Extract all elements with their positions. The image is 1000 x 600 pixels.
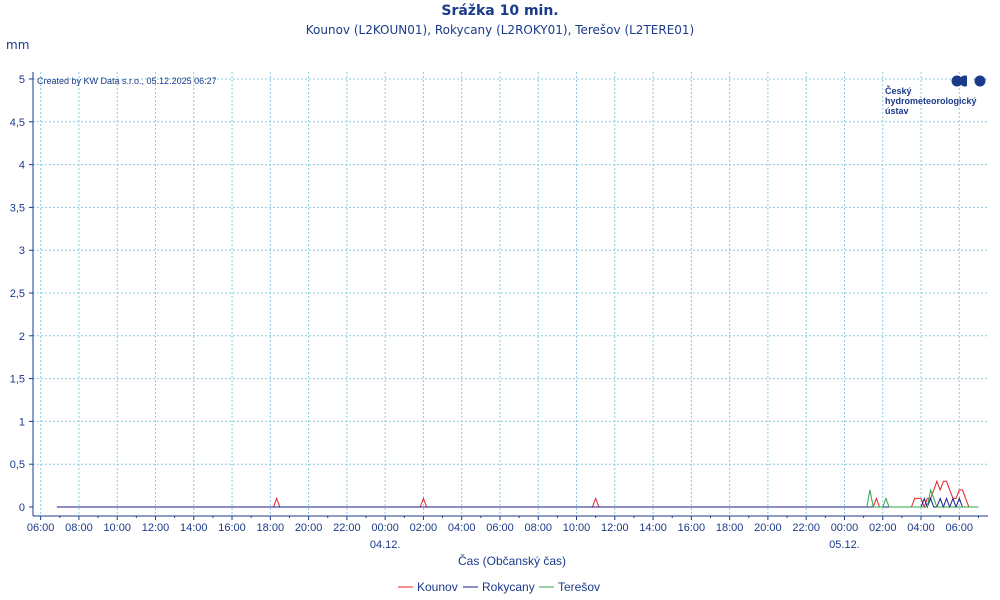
logo-gap [967,74,971,88]
grid-lines [33,72,988,516]
x-axis-title: Čas (Občanský čas) [458,553,566,568]
chmi-logo: Český hydrometeorologický ústav [885,74,986,116]
x-tick-label: 02:00 [869,522,897,534]
date-labels: 04.12. 05.12. [370,539,860,551]
x-tick-label: 22:00 [792,522,820,534]
series-line-terešov [866,488,979,508]
y-tick-label: 1 [19,416,25,428]
x-tick-label: 06:00 [27,522,55,534]
y-axis-ticks: 0 0,5 1 1,5 2 2,5 3 3,5 4 4,5 5 [10,74,33,514]
chart-title: Srážka 10 min. [441,3,559,19]
x-tick-label: 20:00 [754,522,782,534]
legend-label: Terešov [558,580,600,594]
axes [32,72,988,517]
date-label: 04.12. [370,539,401,551]
x-tick-label: 00:00 [831,522,859,534]
series-line-kounov [56,479,979,509]
x-tick-label: 18:00 [257,522,285,534]
x-tick-label: 08:00 [524,522,552,534]
x-tick-label: 00:00 [371,522,399,534]
legend-label: Rokycany [482,580,535,594]
data-series [56,479,979,509]
credit-text: Created by KW Data s.r.o., 05.12.2025 06… [37,76,217,86]
series-line-rokycany [56,496,979,509]
x-tick-label: 14:00 [180,522,208,534]
logo-circle-right [974,75,986,87]
x-tick-label: 06:00 [946,522,974,534]
x-tick-label: 12:00 [142,522,170,534]
y-tick-label: 4 [19,160,25,172]
y-tick-label: 3 [19,245,25,257]
y-axis-unit: mm [6,38,30,52]
legend-item: Terešov [539,580,600,594]
x-tick-label: 22:00 [333,522,361,534]
logo-circle-left [951,75,963,87]
x-tick-label: 12:00 [601,522,629,534]
logo-text-line1: Český [885,85,912,96]
x-tick-label: 14:00 [639,522,667,534]
chart-subtitle: Kounov (L2KOUN01), Rokycany (L2ROKY01), … [305,23,695,37]
x-tick-label: 04:00 [907,522,935,534]
y-tick-label: 5 [19,74,25,86]
x-axis-ticks: 06:00 08:00 10:00 12:00 14:00 16:00 18:00 20:00… [27,516,979,534]
x-tick-label: 10:00 [563,522,591,534]
legend: Kounov Rokycany Terešov [398,580,600,594]
legend-label: Kounov [417,580,458,594]
x-tick-label: 18:00 [716,522,744,534]
x-tick-label: 04:00 [448,522,476,534]
y-tick-label: 0 [19,502,25,514]
y-tick-label: 1,5 [10,374,25,386]
legend-item: Rokycany [463,580,535,594]
x-tick-label: 20:00 [295,522,323,534]
y-tick-label: 3,5 [10,202,25,214]
y-tick-label: 4,5 [10,117,25,129]
logo-text-line2: hydrometeorologický [885,96,977,106]
x-tick-label: 10:00 [103,522,131,534]
logo-text-line3: ústav [885,106,909,116]
y-tick-label: 2 [19,331,25,343]
y-tick-label: 2,5 [10,288,25,300]
x-tick-label: 08:00 [65,522,93,534]
date-label: 05.12. [829,539,860,551]
x-tick-label: 16:00 [678,522,706,534]
legend-item: Kounov [398,580,458,594]
x-tick-label: 16:00 [218,522,246,534]
x-tick-label: 06:00 [486,522,514,534]
y-tick-label: 0,5 [10,459,25,471]
x-tick-label: 02:00 [410,522,438,534]
